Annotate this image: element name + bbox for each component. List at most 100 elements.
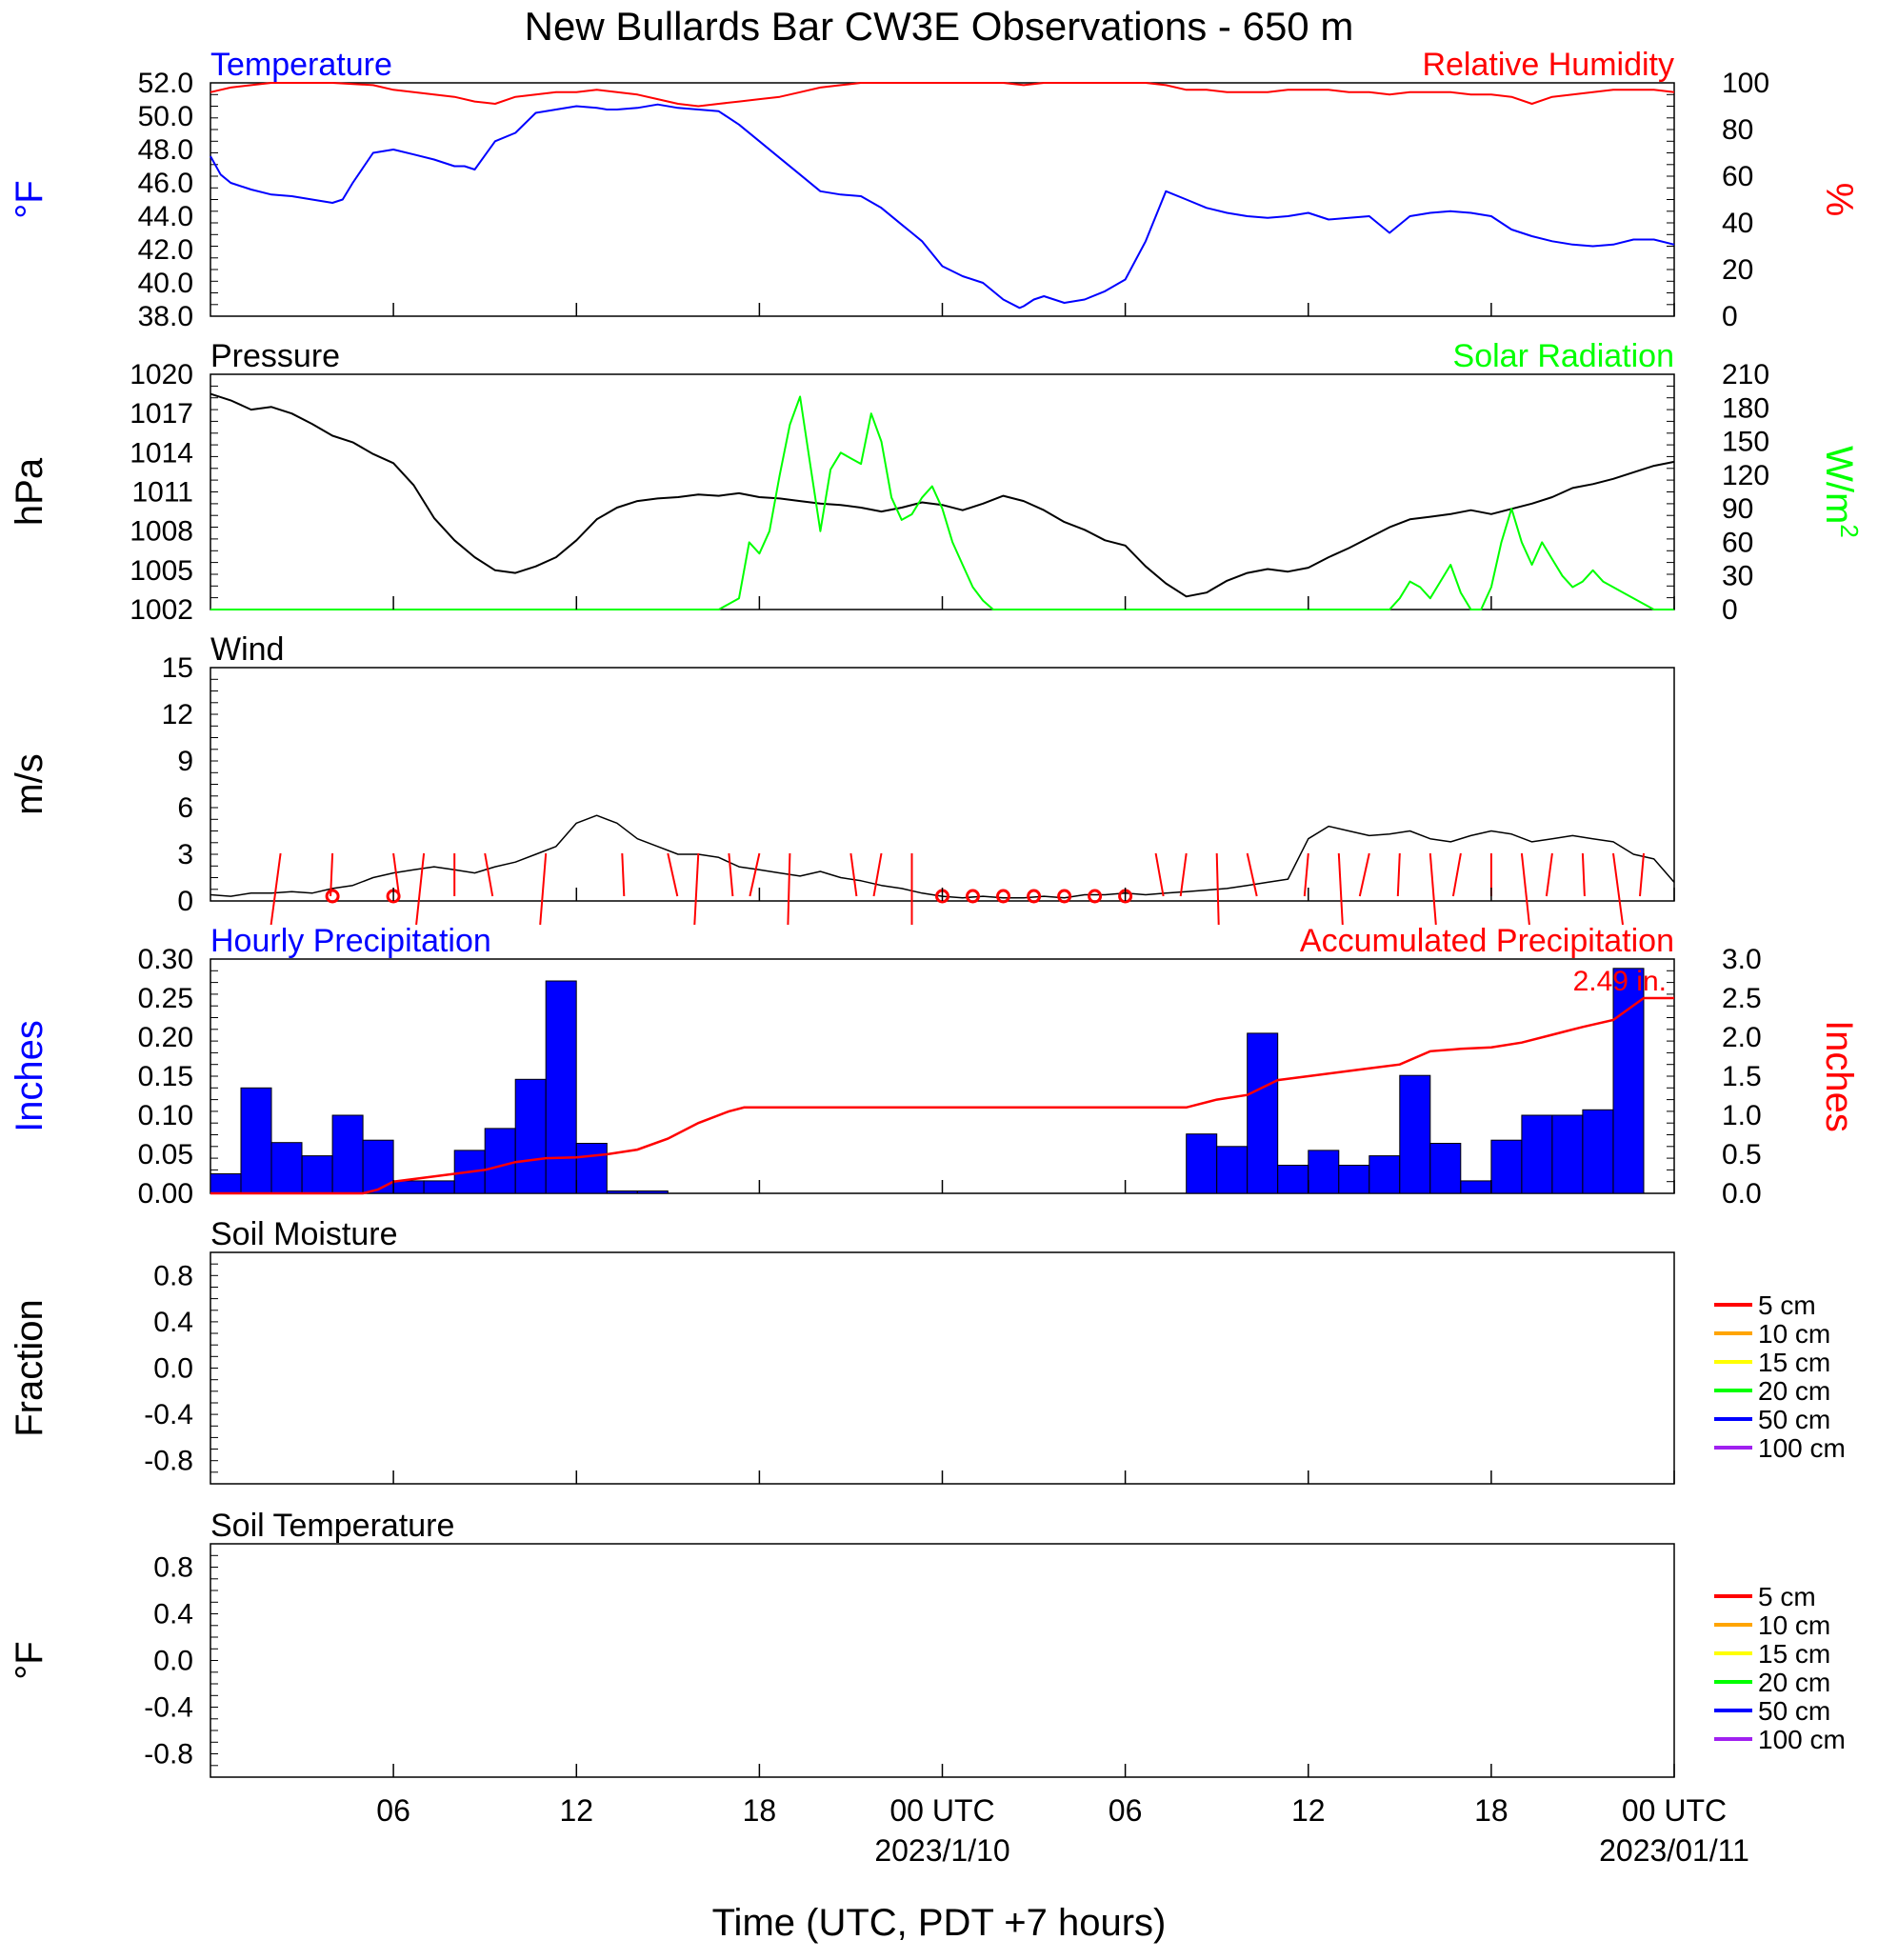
panel-frame (210, 1251, 1675, 1485)
series-line-solar-radiation (210, 395, 1674, 610)
x-date-label-1: 2023/01/11 (1599, 1833, 1749, 1868)
panel-right-unit: W/m2 (1818, 446, 1864, 538)
precip-bar-14 (636, 1190, 669, 1194)
legend-label-2: 15 cm (1758, 1639, 1830, 1669)
wind-barb-30 (1612, 852, 1624, 926)
panel-right-label: Solar Radiation (1453, 338, 1674, 374)
panel-4-right-tick-label-5: 0.5 (1722, 1139, 1762, 1170)
precip-bar-39 (1399, 1074, 1431, 1194)
wind-barb-28 (1545, 852, 1553, 897)
wind-barb-0 (270, 852, 282, 926)
panel-frame (210, 667, 1675, 902)
panel-2-left-tick-label-0: 1020 (130, 359, 193, 390)
precip-bar-13 (606, 1190, 638, 1194)
x-tick-label-3: 00 UTC (889, 1793, 994, 1828)
wind-barb-21 (1337, 852, 1344, 926)
precip-bar-5 (362, 1139, 394, 1194)
panel-2-left-tick-label-3: 1011 (131, 477, 193, 509)
panel-left-unit: Inches (9, 1020, 50, 1132)
panel-1-left-tick-label-1: 50.0 (138, 101, 193, 132)
precip-bar-12 (575, 1143, 608, 1194)
legend-label-3: 20 cm (1758, 1376, 1830, 1406)
wind-barb-19 (1246, 852, 1258, 897)
accumulated-annotation: 2.49 in. (1573, 966, 1667, 997)
wind-barb-2 (392, 852, 401, 897)
panel-4-right-tick-label-0: 3.0 (1722, 944, 1762, 975)
panel-left-unit: m/s (9, 753, 50, 814)
legend-label-4: 50 cm (1758, 1696, 1830, 1726)
panel-4-left-tick-label-2: 0.20 (138, 1022, 193, 1053)
panel-6-left-tick-label-0: 0.8 (153, 1552, 193, 1584)
panel-3-left-tick-label-3: 6 (177, 792, 193, 824)
wind-barb-9 (693, 852, 700, 926)
wind-barb-16 (1154, 852, 1165, 897)
precip-bar-40 (1429, 1143, 1462, 1194)
wind-barb-5 (484, 852, 494, 897)
precip-bar-6 (392, 1180, 425, 1194)
panel-3-left-tick-label-1: 12 (162, 699, 193, 730)
panel-1-right-tick-label-2: 60 (1722, 161, 1753, 192)
panel-1-right-tick-label-4: 20 (1722, 254, 1753, 286)
wind-barb-3 (415, 852, 426, 926)
panel-2-right-tick-label-7: 0 (1722, 594, 1738, 626)
x-tick-label-7: 00 UTC (1622, 1793, 1727, 1828)
panel-4: 2.49 in. Hourly Precipitation Accumulated … (9, 923, 1860, 1210)
panel-left-label: Soil Temperature (210, 1508, 454, 1544)
panel-2-left-tick-label-1: 1017 (130, 398, 193, 430)
panel-4-right-tick-label-1: 2.5 (1722, 983, 1762, 1014)
panel-2: Pressure Solar Radiation 1020 1017 1014 1011 1… (9, 338, 1864, 626)
precip-bar-38 (1369, 1155, 1401, 1194)
precip-bar-33 (1216, 1146, 1249, 1194)
panel-5-left-tick-label-3: -0.4 (144, 1399, 193, 1430)
panel-4-left-tick-label-1: 0.25 (138, 983, 193, 1014)
calm-wind-marker-5 (1027, 889, 1042, 904)
panel-2-right-tick-label-6: 30 (1722, 561, 1753, 592)
calm-wind-marker-4 (996, 889, 1010, 904)
wind-barb-17 (1179, 852, 1188, 897)
wind-barb-23 (1396, 852, 1401, 897)
legend-label-4: 50 cm (1758, 1405, 1830, 1434)
panel-1: Temperature Relative Humidity 52.050.048.0… (9, 47, 1860, 332)
legend-label-2: 15 cm (1758, 1348, 1830, 1377)
precip-bar-2 (270, 1142, 303, 1194)
calm-wind-marker-6 (1057, 889, 1072, 904)
panel-1-left-tick-label-3: 46.0 (138, 168, 193, 199)
panel-4-left-tick-label-4: 0.10 (138, 1100, 193, 1131)
precip-bar-8 (453, 1150, 486, 1194)
panel-4-right-tick-label-4: 1.0 (1722, 1100, 1762, 1131)
legend-label-0: 5 cm (1758, 1582, 1816, 1611)
calm-wind-marker-3 (966, 889, 980, 904)
wind-barb-1 (330, 852, 334, 897)
panel-1-left-tick-label-2: 48.0 (138, 134, 193, 166)
panel-5-left-tick-label-2: 0.0 (153, 1353, 193, 1385)
precip-bar-45 (1582, 1109, 1614, 1194)
precip-bar-41 (1460, 1180, 1492, 1194)
precip-bar-46 (1612, 968, 1645, 1194)
wind-barb-27 (1520, 852, 1530, 926)
legend-label-5: 100 cm (1758, 1433, 1846, 1463)
x-tick-label-1: 12 (560, 1793, 594, 1828)
panel-3-left-tick-label-5: 0 (177, 886, 193, 917)
panel-1-left-tick-label-4: 44.0 (138, 201, 193, 232)
panel-4-right-tick-label-2: 2.0 (1722, 1022, 1762, 1053)
panel-1-left-tick-label-5: 42.0 (138, 234, 193, 266)
series-line-temperature (210, 103, 1675, 310)
panel-frame (210, 1543, 1675, 1778)
precip-bar-0 (210, 1173, 242, 1194)
panel-1-left-tick-label-0: 52.0 (138, 68, 193, 99)
wind-barb-11 (749, 852, 761, 897)
panel-6-left-tick-label-2: 0.0 (153, 1646, 193, 1677)
panel-right-unit: Inches (1818, 1020, 1860, 1132)
wind-barb-24 (1428, 852, 1437, 926)
series-line-relative-humidity (210, 82, 1675, 108)
legend-label-1: 10 cm (1758, 1610, 1830, 1640)
legend-label-1: 10 cm (1758, 1319, 1830, 1349)
legend-label-0: 5 cm (1758, 1290, 1816, 1320)
x-tick-label-5: 12 (1291, 1793, 1326, 1828)
panel-left-unit: Fraction (9, 1299, 50, 1437)
precip-bar-35 (1277, 1165, 1309, 1194)
wind-barb-31 (1639, 852, 1645, 897)
wind-barb-6 (539, 852, 548, 926)
wind-barb-18 (1215, 852, 1220, 926)
precip-bar-7 (423, 1180, 455, 1194)
